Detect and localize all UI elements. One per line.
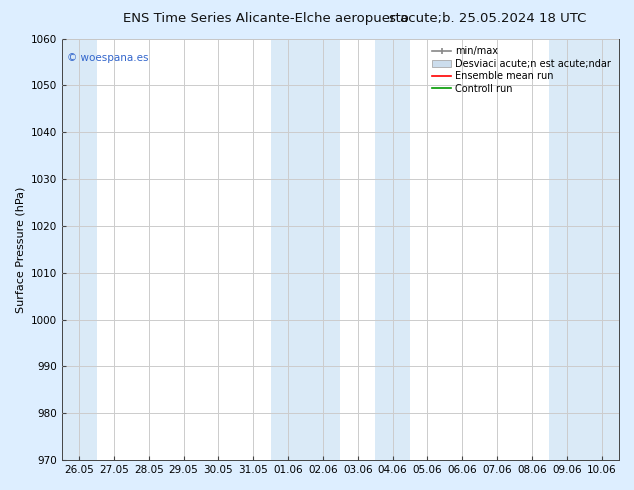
Bar	[271, 39, 306, 460]
Bar	[549, 39, 584, 460]
Bar	[375, 39, 410, 460]
Y-axis label: Surface Pressure (hPa): Surface Pressure (hPa)	[15, 186, 25, 313]
Bar	[306, 39, 340, 460]
Text: s acute;b. 25.05.2024 18 UTC: s acute;b. 25.05.2024 18 UTC	[389, 12, 587, 25]
Text: ENS Time Series Alicante-Elche aeropuerto: ENS Time Series Alicante-Elche aeropuert…	[124, 12, 409, 25]
Text: © woespana.es: © woespana.es	[67, 53, 149, 63]
Bar	[61, 39, 96, 460]
Legend: min/max, Desviaci acute;n est acute;ndar, Ensemble mean run, Controll run: min/max, Desviaci acute;n est acute;ndar…	[429, 44, 614, 97]
Bar	[584, 39, 619, 460]
